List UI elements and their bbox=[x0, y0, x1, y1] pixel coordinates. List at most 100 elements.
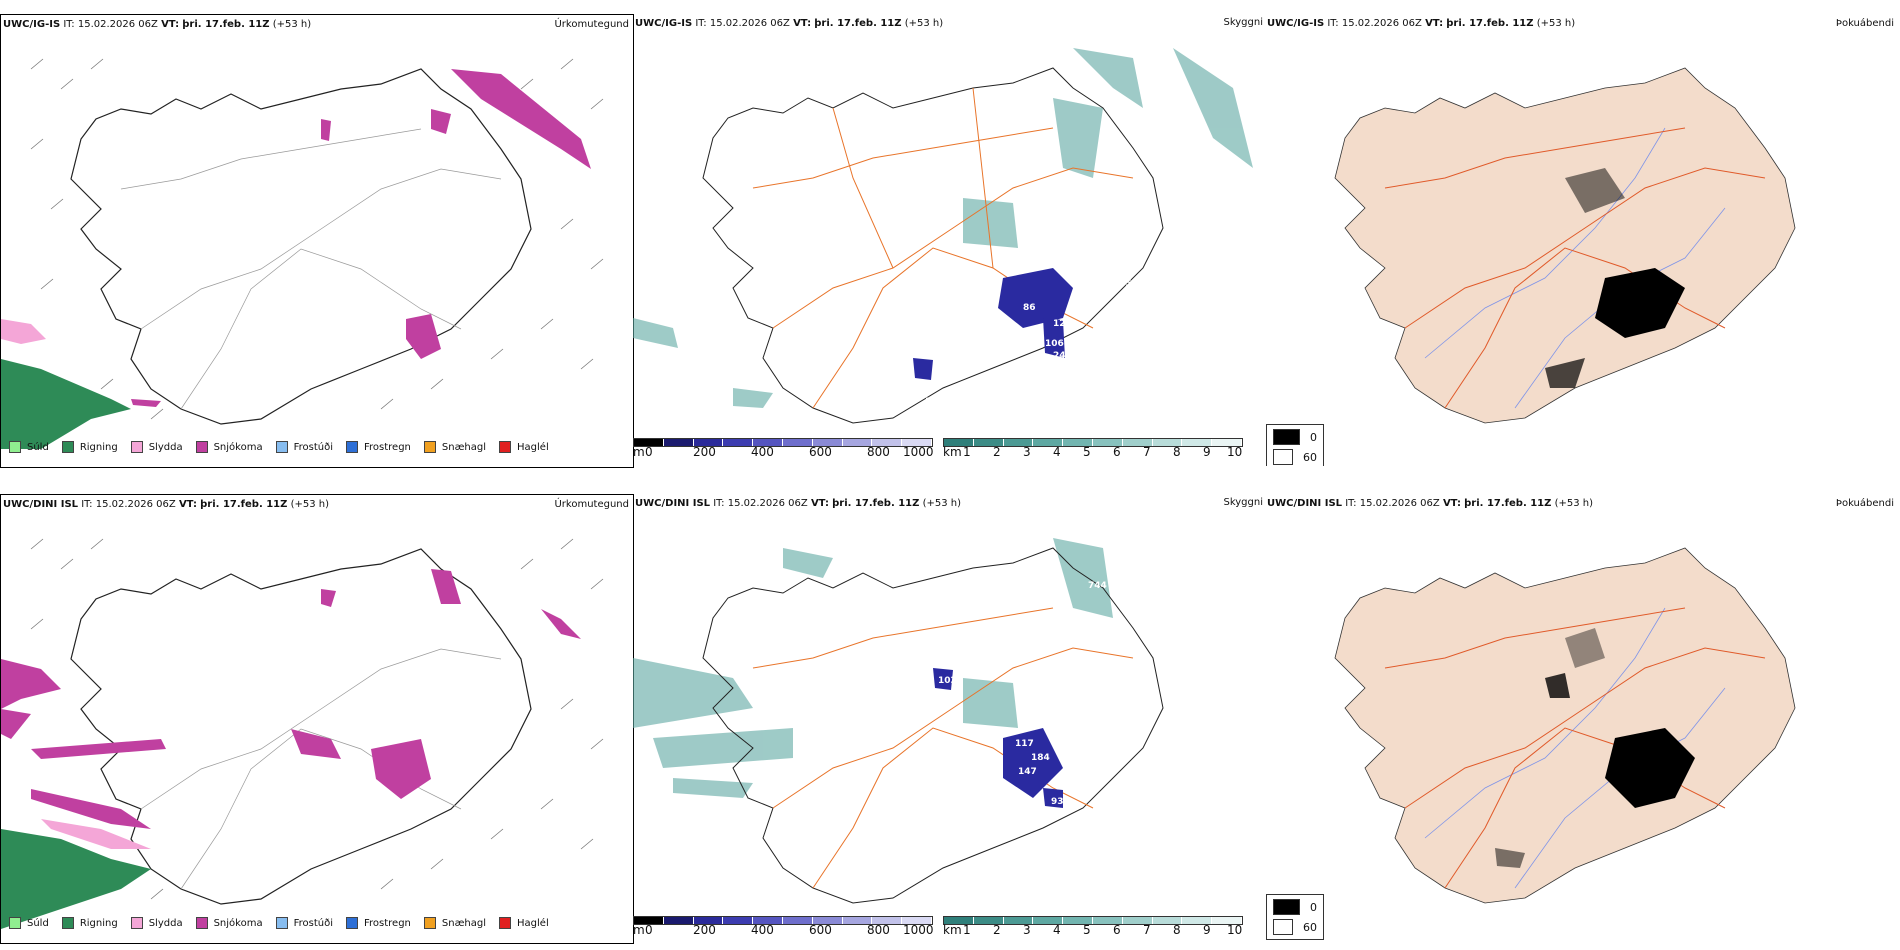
precip-legend: Súld Rigning Slydda Snjókoma Frostúði Fr… bbox=[9, 441, 562, 453]
legend-swatch bbox=[130, 441, 143, 453]
fog-key-swatch bbox=[1273, 449, 1293, 465]
ceiling-tick: 400 bbox=[751, 445, 774, 459]
legend-item: Frostúði bbox=[275, 441, 333, 453]
ceiling-colorbar bbox=[633, 438, 933, 447]
vt-label: VT: bbox=[1425, 18, 1444, 29]
legend-swatch bbox=[346, 917, 358, 929]
it-label: IT: bbox=[713, 498, 725, 509]
legend-swatch bbox=[61, 917, 74, 929]
visibility-tick: 5 bbox=[1083, 445, 1091, 459]
visibility-tick: 6 bbox=[1113, 923, 1121, 937]
legend-swatch bbox=[423, 917, 436, 929]
ceiling-value-label: 93 bbox=[1051, 797, 1064, 807]
fog-key-row: 0 bbox=[1273, 429, 1317, 445]
it-value: 15.02.2026 06Z bbox=[77, 19, 158, 30]
it-label: IT: bbox=[81, 499, 93, 510]
ceiling-scale: m 0 200 400 600 800 1000 bbox=[633, 438, 934, 459]
precip-panel-row1: UWC/IG-IS IT: 15.02.2026 06Z VT: þri. 17… bbox=[0, 14, 634, 468]
vt-value: þri. 17.feb. 11Z bbox=[1446, 18, 1534, 29]
vt-value: þri. 17.feb. 11Z bbox=[200, 499, 288, 510]
panel-title-cloud: Skyggni bbox=[1223, 497, 1263, 508]
ceiling-fields bbox=[933, 668, 1063, 808]
road-network bbox=[752, 87, 1134, 409]
visibility-fields bbox=[633, 538, 1113, 798]
iceland-outline bbox=[70, 548, 532, 905]
panel-header: UWC/DINI ISL IT: 15.02.2026 06Z VT: þri.… bbox=[1267, 498, 1593, 509]
ceiling-fields bbox=[913, 268, 1073, 380]
legend-swatch bbox=[275, 917, 288, 929]
ceiling-value-label: 106 bbox=[1045, 339, 1064, 349]
legend-swatch bbox=[130, 917, 143, 929]
roads-rivers bbox=[140, 648, 502, 890]
ceiling-value-label: 117 bbox=[1015, 739, 1034, 749]
forecast-offset: (+53 h) bbox=[904, 18, 944, 29]
legend-item: Snjókoma bbox=[195, 917, 263, 929]
precip-panel-row2: UWC/DINI ISL IT: 15.02.2026 06Z VT: þri.… bbox=[0, 494, 634, 944]
iceland-landmass bbox=[1334, 547, 1796, 904]
fog-fields bbox=[1495, 628, 1695, 868]
visibility-tick: 5 bbox=[1083, 923, 1091, 937]
legend-item: Haglél bbox=[499, 441, 549, 453]
legend-item: Haglél bbox=[499, 917, 549, 929]
fog-map bbox=[1334, 547, 1796, 904]
vt-value: þri. 17.feb. 11Z bbox=[1464, 498, 1552, 509]
visibility-scale: km 1 2 3 4 5 6 7 8 9 10 bbox=[943, 438, 1243, 459]
ceiling-value-label: 18 bbox=[925, 397, 938, 407]
ceiling-value-label: 24 bbox=[1053, 351, 1066, 361]
roads-rivers bbox=[120, 128, 502, 410]
visibility-tick: 7 bbox=[1143, 445, 1151, 459]
legend-item: Slydda bbox=[130, 917, 183, 929]
panel-header: UWC/DINI ISL IT: 15.02.2026 06Z VT: þri.… bbox=[3, 499, 329, 510]
ceiling-tick: 200 bbox=[693, 923, 716, 937]
legend-item: Rigning bbox=[61, 917, 118, 929]
ceiling-value-label: 245 bbox=[1113, 279, 1132, 289]
visibility-tick: 1 bbox=[963, 445, 971, 459]
it-label: IT: bbox=[63, 19, 75, 30]
ceiling-value-label: 184 bbox=[1031, 753, 1050, 763]
fog-key-swatch bbox=[1273, 899, 1300, 915]
precip-map bbox=[1, 538, 604, 929]
ceiling-tick: 600 bbox=[809, 445, 832, 459]
roads bbox=[1384, 127, 1766, 409]
visibility-colorbar bbox=[943, 916, 1243, 925]
visibility-tick: 10 bbox=[1227, 445, 1243, 459]
panel-title-precip: Úrkomutegund bbox=[554, 499, 629, 510]
visibility-fields bbox=[633, 48, 1253, 408]
precip-legend: Súld Rigning Slydda Snjókoma Frostúði Fr… bbox=[9, 917, 562, 929]
fog-fields bbox=[1545, 168, 1685, 388]
legend-item: Snjókoma bbox=[195, 441, 263, 453]
ceiling-tick: 0 bbox=[645, 445, 653, 459]
precip-snow bbox=[1, 569, 581, 829]
legend-swatch bbox=[346, 441, 358, 453]
iceland-outline bbox=[702, 547, 1164, 904]
model-name: UWC/IG-IS bbox=[3, 19, 61, 30]
panel-title-cloud: Skyggni bbox=[1223, 17, 1263, 28]
model-name: UWC/DINI ISL bbox=[3, 499, 79, 510]
panel-header: UWC/DINI ISL IT: 15.02.2026 06Z VT: þri.… bbox=[635, 498, 961, 509]
iceland-landmass bbox=[1334, 67, 1796, 424]
ceiling-value-label: 102 bbox=[938, 676, 957, 686]
precip-sleet bbox=[41, 819, 151, 849]
model-name: UWC/DINI ISL bbox=[635, 498, 711, 509]
fog-key-row: 60 bbox=[1273, 449, 1317, 465]
ceiling-tick: 0 bbox=[645, 923, 653, 937]
legend-item: Frostregn bbox=[346, 441, 411, 453]
visibility-tick: 4 bbox=[1053, 923, 1061, 937]
cloud-panel-row1: UWC/IG-IS IT: 15.02.2026 06Z VT: þri. 17… bbox=[633, 14, 1263, 466]
wind-barbs bbox=[30, 538, 604, 900]
ceiling-tick: 800 bbox=[867, 923, 890, 937]
cloud-panel-row2: UWC/DINI ISL IT: 15.02.2026 06Z VT: þri.… bbox=[633, 494, 1263, 946]
forecast-offset: (+53 h) bbox=[1554, 498, 1594, 509]
ceiling-tick: 800 bbox=[867, 445, 890, 459]
ceiling-value-label: 17 bbox=[1085, 763, 1098, 773]
visibility-tick: 10 bbox=[1227, 923, 1243, 937]
iceland-outline bbox=[70, 68, 532, 425]
wind-barbs bbox=[30, 58, 604, 420]
visibility-tick: 2 bbox=[993, 445, 1001, 459]
it-label: IT: bbox=[695, 18, 707, 29]
vt-label: VT: bbox=[178, 499, 197, 510]
legend-item: Slydda bbox=[130, 441, 183, 453]
visibility-scale: km 1 2 3 4 5 6 7 8 9 10 bbox=[943, 916, 1243, 937]
legend-swatch bbox=[195, 917, 208, 929]
visibility-tick: 6 bbox=[1113, 445, 1121, 459]
